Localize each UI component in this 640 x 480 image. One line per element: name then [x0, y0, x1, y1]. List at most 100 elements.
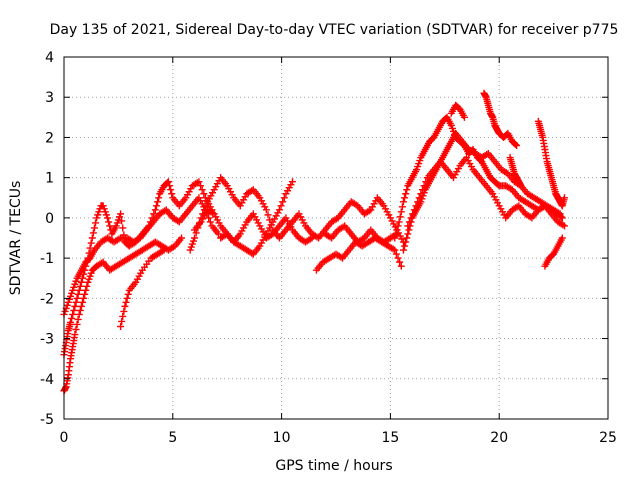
data-point — [512, 140, 520, 148]
data-point — [339, 223, 347, 231]
data-point — [74, 315, 82, 323]
data-point — [405, 218, 413, 226]
data-point — [154, 198, 162, 206]
data-point — [460, 113, 468, 121]
data-point — [121, 302, 129, 310]
data-point — [403, 186, 411, 194]
data-point — [202, 202, 210, 210]
data-point — [76, 306, 84, 314]
y-tick-label: 3 — [45, 90, 54, 106]
data-point — [166, 182, 174, 190]
data-point — [74, 290, 82, 298]
data-point — [337, 253, 345, 261]
data-point — [558, 214, 566, 222]
data-point — [414, 198, 422, 206]
data-point — [214, 230, 222, 238]
x-tick-label: 20 — [490, 430, 508, 446]
data-point — [526, 213, 534, 221]
series-track-6 — [191, 206, 316, 246]
data-point — [365, 207, 373, 215]
data-point — [67, 318, 75, 326]
data-point — [222, 231, 230, 239]
data-point — [409, 210, 417, 218]
data-point — [412, 202, 420, 210]
data-point — [420, 182, 428, 190]
data-point — [89, 229, 97, 237]
data-point — [195, 178, 203, 186]
data-point — [164, 178, 172, 186]
data-point — [90, 224, 98, 232]
data-point — [394, 254, 402, 262]
data-point — [81, 290, 89, 298]
series-track-14 — [480, 89, 521, 149]
data-point — [391, 246, 399, 254]
data-point — [517, 182, 525, 190]
x-tick-label: 25 — [599, 430, 617, 446]
data-point — [275, 206, 283, 214]
data-point — [151, 206, 159, 214]
data-point — [160, 246, 168, 254]
x-tick-labels: 0 5 10 15 20 25 — [60, 430, 617, 446]
data-point — [98, 259, 106, 267]
y-tick-label: -5 — [40, 412, 54, 428]
data-point — [556, 210, 564, 218]
axis-ticks — [63, 56, 609, 420]
series-track-5 — [186, 174, 407, 254]
data-point — [397, 208, 405, 216]
y-tick-labels: -5 -4 -3 -2 -1 0 1 2 3 4 — [40, 50, 54, 428]
series-track-13 — [447, 101, 468, 121]
data-point — [72, 298, 80, 306]
data-point — [124, 290, 132, 298]
y-tick-label: -2 — [40, 291, 54, 307]
data-point — [70, 306, 78, 314]
data-point — [75, 310, 83, 318]
x-tick-label: 5 — [168, 430, 177, 446]
data-point — [105, 218, 113, 226]
data-point — [277, 202, 285, 210]
data-point — [410, 206, 418, 214]
data-point — [87, 239, 95, 247]
data-point — [559, 221, 567, 229]
data-point — [306, 235, 314, 243]
data-point — [399, 198, 407, 206]
series-track-2 — [60, 194, 222, 318]
data-point — [288, 178, 296, 186]
data-point — [313, 233, 321, 241]
data-point — [393, 226, 401, 234]
data-point — [392, 250, 400, 258]
plot-frame — [63, 56, 609, 420]
data-point — [72, 326, 80, 334]
series-track-9 — [321, 222, 401, 246]
data-point — [167, 186, 175, 194]
data-point — [279, 198, 287, 206]
data-point — [69, 310, 77, 318]
data-point — [513, 141, 521, 149]
data-point — [398, 203, 406, 211]
data-point — [117, 210, 125, 218]
data-point — [407, 214, 415, 222]
data-point — [205, 214, 213, 222]
data-point — [280, 194, 288, 202]
data-point — [118, 317, 126, 325]
data-point — [92, 219, 100, 227]
x-axis-label: GPS time / hours — [275, 458, 392, 474]
data-point — [71, 331, 79, 339]
data-point — [326, 233, 334, 241]
data-point — [402, 238, 410, 246]
data-point — [119, 312, 127, 320]
data-point — [397, 262, 405, 270]
data-point — [264, 211, 272, 219]
y-tick-label: 0 — [45, 211, 54, 227]
data-point — [392, 230, 400, 238]
x-tick-label: 10 — [273, 430, 291, 446]
data-point — [80, 294, 88, 302]
data-point — [262, 206, 270, 214]
data-point — [168, 190, 176, 198]
data-point — [554, 209, 562, 217]
data-point — [418, 186, 426, 194]
data-point — [174, 217, 182, 225]
data-point — [120, 307, 128, 315]
data-point — [539, 203, 547, 211]
